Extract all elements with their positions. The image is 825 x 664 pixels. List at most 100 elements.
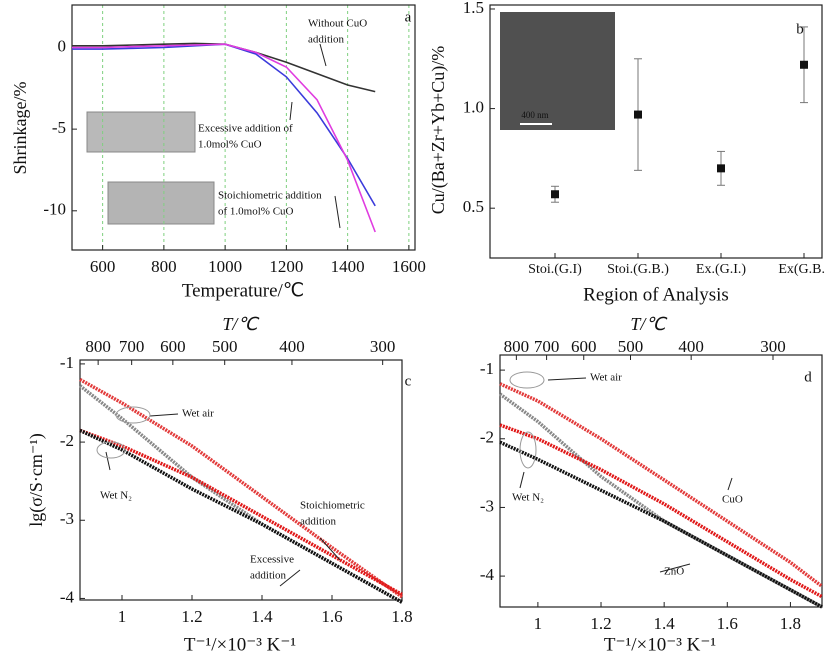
data-point xyxy=(634,110,642,119)
annotation: Without CuO xyxy=(308,18,367,30)
data-line xyxy=(499,440,823,609)
annotation: Wet air xyxy=(182,408,214,420)
y-tick-label: 1.5 xyxy=(463,0,484,17)
inset-micrograph xyxy=(86,111,196,153)
x-tick-label: 1 xyxy=(534,614,543,633)
y-tick-label: -10 xyxy=(43,200,66,219)
x2-tick-label: 800 xyxy=(85,337,111,356)
y-tick-label: -2 xyxy=(480,428,494,447)
x-tick-label: 1400 xyxy=(331,257,365,276)
x-axis-title: T⁻¹/×10⁻³ K⁻¹ xyxy=(184,634,297,655)
x-tick-label: 1.8 xyxy=(391,607,412,626)
annotation: addition xyxy=(308,34,345,46)
annotation: CuO xyxy=(722,494,743,506)
x-tick-label: Stoi.(G.I) xyxy=(528,262,582,277)
data-point xyxy=(717,164,725,173)
panel-a: 0 -5 -10 600 800 1000 1200 1400 1600 Temperature/… xyxy=(10,4,426,301)
y-tick-label: -1 xyxy=(480,359,494,378)
y-tick-label: -4 xyxy=(480,565,495,584)
x2-tick-label: 600 xyxy=(160,337,186,356)
annotation: c xyxy=(405,373,412,389)
annotation: a xyxy=(405,9,412,25)
x-tick-label: 1600 xyxy=(392,257,426,276)
x-tick-label: Stoi.(G.B.) xyxy=(607,262,669,277)
annotation: Excessive xyxy=(250,554,294,566)
x-tick-label: 1.4 xyxy=(654,614,676,633)
highlight-ellipse xyxy=(96,441,126,459)
x-tick-label: 1200 xyxy=(269,257,303,276)
panel-c: -1 -2 -3 -4 1 1.2 1.4 1.6 1.8 800 700 600 500 400 300 T… xyxy=(26,314,413,655)
highlight-ellipse xyxy=(115,406,151,424)
inset-micrograph xyxy=(107,181,215,225)
leader-arrow xyxy=(149,413,179,417)
x2-tick-label: 700 xyxy=(534,337,560,356)
x-tick-label: 1 xyxy=(118,607,127,626)
x-tick-label: 1.2 xyxy=(181,607,202,626)
annotation: b xyxy=(796,21,804,37)
leader-arrow xyxy=(289,101,293,121)
data-line xyxy=(79,377,404,599)
plot-frame xyxy=(71,4,416,251)
annotation: Stoichiometric addition xyxy=(218,190,322,202)
annotation: addition xyxy=(250,570,287,582)
y-tick-label: -4 xyxy=(60,587,75,606)
x2-tick-label: 300 xyxy=(760,337,786,356)
x2-tick-label: 700 xyxy=(119,337,145,356)
y-axis-title: lg(σ/S·cm⁻¹) xyxy=(26,433,47,527)
x-tick-label: 800 xyxy=(151,257,177,276)
leader-arrow xyxy=(334,195,341,229)
x-tick-label: Ex(G.B.) xyxy=(778,262,825,277)
x-tick-label: 1.4 xyxy=(251,607,273,626)
plot-frame xyxy=(489,4,823,259)
x-tick-label: 1.6 xyxy=(321,607,342,626)
inset-micrograph xyxy=(500,12,615,130)
y-tick-label: 0 xyxy=(58,36,67,55)
plot-frame xyxy=(499,354,823,608)
y-tick-label: 0.5 xyxy=(463,197,484,216)
x2-tick-label: 500 xyxy=(212,337,238,356)
data-line xyxy=(72,43,376,233)
y-axis-title: Cu/(Ba+Zr+Yb+Cu)/% xyxy=(428,46,449,214)
panel-b: 0.5 1.0 1.5 Region of Analysis Cu/(Ba+Zr+Yb+… xyxy=(428,0,825,305)
annotation: Wet N₂ xyxy=(512,492,544,504)
x2-axis-title: T/℃ xyxy=(630,314,667,334)
leader-arrow xyxy=(105,451,111,471)
y-tick-label: -2 xyxy=(60,431,74,450)
annotation: Wet N₂ xyxy=(100,490,132,502)
y-tick-label: -3 xyxy=(480,496,494,515)
annotation: 400 nm xyxy=(521,110,548,120)
leader-arrow xyxy=(279,569,301,587)
data-line xyxy=(499,423,823,599)
leader-arrow xyxy=(659,563,691,573)
x2-tick-label: 400 xyxy=(678,337,704,356)
annotation: 1.0mol% CuO xyxy=(198,139,262,151)
x2-tick-label: 300 xyxy=(370,337,396,356)
x-axis-title: Region of Analysis xyxy=(583,284,729,305)
annotation: d xyxy=(804,369,812,385)
x-tick-label: 1.8 xyxy=(780,614,801,633)
x2-tick-label: 600 xyxy=(571,337,597,356)
leader-arrow xyxy=(519,471,525,489)
highlight-ellipse xyxy=(509,371,545,389)
x-axis-title: T⁻¹/×10⁻³ K⁻¹ xyxy=(604,634,717,655)
leader-arrow xyxy=(319,537,341,561)
annotation: Wet air xyxy=(590,372,622,384)
x2-tick-label: 800 xyxy=(504,337,530,356)
annotation: Stoichiometric xyxy=(300,500,365,512)
y-tick-label: -1 xyxy=(60,353,74,372)
annotation: ZnO xyxy=(664,566,684,578)
y-tick-label: -3 xyxy=(60,509,74,528)
x2-tick-label: 400 xyxy=(279,337,305,356)
data-line xyxy=(79,428,403,597)
x-tick-label: Ex.(G.I.) xyxy=(696,262,746,277)
x-axis-title: Temperature/℃ xyxy=(182,280,304,301)
x-tick-label: 1000 xyxy=(208,257,242,276)
x2-axis-title: T/℃ xyxy=(222,314,259,334)
y-tick-label: 1.0 xyxy=(463,97,484,116)
x-tick-label: 1.6 xyxy=(717,614,738,633)
data-point xyxy=(551,190,559,199)
annotation: addition xyxy=(300,516,337,528)
y-axis-title: Shrinkage/% xyxy=(10,82,30,175)
